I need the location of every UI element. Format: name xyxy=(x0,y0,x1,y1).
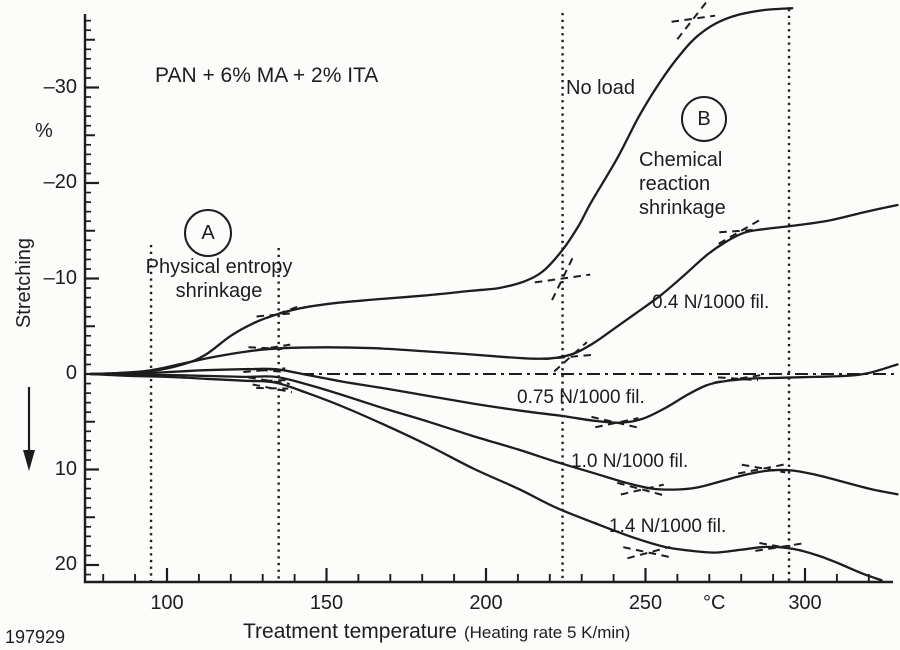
tangent-dash-mark xyxy=(243,367,286,374)
y-tick-label: 0 xyxy=(65,362,77,384)
tangent-dash-mark xyxy=(551,256,574,301)
x-tick-label: 300 xyxy=(788,592,822,614)
region-a-letter: A xyxy=(201,221,215,244)
curve-no_load xyxy=(89,7,794,376)
tangent-dash-mark xyxy=(544,353,597,361)
x-tick-label: 200 xyxy=(469,592,503,614)
tangent-dash-mark xyxy=(248,376,290,385)
tangent-dash-mark xyxy=(627,545,671,560)
series-label-no-load: No load xyxy=(566,77,635,99)
y-axis-unit-label: % xyxy=(35,120,53,142)
tangent-dash-mark xyxy=(719,228,764,234)
tangent-dash-mark xyxy=(534,273,591,284)
region-b-letter: B xyxy=(697,107,711,130)
region-b-circle: B xyxy=(681,96,727,142)
axis-spines xyxy=(83,14,893,584)
x-tick-label: 100 xyxy=(150,592,184,614)
tangent-dash-mark xyxy=(676,0,710,40)
tangent-dash-mark xyxy=(671,14,716,23)
y-tick-label: –30 xyxy=(43,75,77,98)
series-label-0-4: 0.4 N/1000 fil. xyxy=(652,292,770,313)
tangent-dash-mark xyxy=(616,481,668,498)
x-axis-title: Treatment temperature xyxy=(243,620,457,643)
curve-1.0N xyxy=(89,372,899,496)
y-tick-label: 20 xyxy=(54,553,77,575)
tangent-dash-mark xyxy=(256,312,295,318)
series-label-0-75: 0.75 N/1000 fil. xyxy=(517,387,645,408)
x-axis-unit-label: °C xyxy=(703,592,726,614)
y-tick-label: 10 xyxy=(54,457,77,480)
tangent-dash-mark xyxy=(755,541,807,552)
x-tick-label: 150 xyxy=(309,592,344,614)
tangent-dash-mark xyxy=(741,463,786,474)
tangent-dash-mark xyxy=(595,417,639,429)
tangent-dash-mark xyxy=(717,376,759,382)
tangent-dash-mark xyxy=(553,341,588,373)
tangent-dash-mark xyxy=(248,346,287,351)
x-axis-caption: Treatment temperature (Heating rate 5 K/… xyxy=(243,620,630,644)
region-a-caption: Physical entropy shrinkage xyxy=(145,256,293,302)
curve-0.75N xyxy=(89,363,899,424)
tangent-dash-mark xyxy=(252,379,287,383)
chart-title: PAN + 6% MA + 2% ITA xyxy=(155,64,379,87)
region-a-circle: A xyxy=(184,209,232,257)
x-tick-label: 250 xyxy=(628,592,663,614)
tangent-dash-mark xyxy=(256,387,289,390)
tangent-dash-mark xyxy=(591,415,643,430)
tangent-dash-mark xyxy=(620,483,664,496)
stretch-direction-arrowhead xyxy=(23,450,35,471)
series-label-1-4: 1.4 N/1000 fil. xyxy=(609,516,727,537)
tangent-dash-mark xyxy=(718,216,765,245)
tangent-dash-mark xyxy=(714,374,762,384)
tangent-dash-mark xyxy=(759,542,803,552)
tangent-dash-mark xyxy=(737,462,790,475)
y-tick-label: –20 xyxy=(43,171,77,193)
region-b-caption: Chemical reaction shrinkage xyxy=(639,149,726,219)
y-tick-label: –10 xyxy=(43,266,77,289)
curve-0.4N xyxy=(89,203,899,376)
series-label-1-0: 1.0 N/1000 fil. xyxy=(571,451,689,472)
tangent-dash-mark xyxy=(623,546,675,559)
x-axis-heating-rate-note: (Heating rate 5 K/min) xyxy=(463,623,631,642)
figure-id-number: 197929 xyxy=(5,627,66,647)
tangent-dash-mark xyxy=(247,367,282,373)
